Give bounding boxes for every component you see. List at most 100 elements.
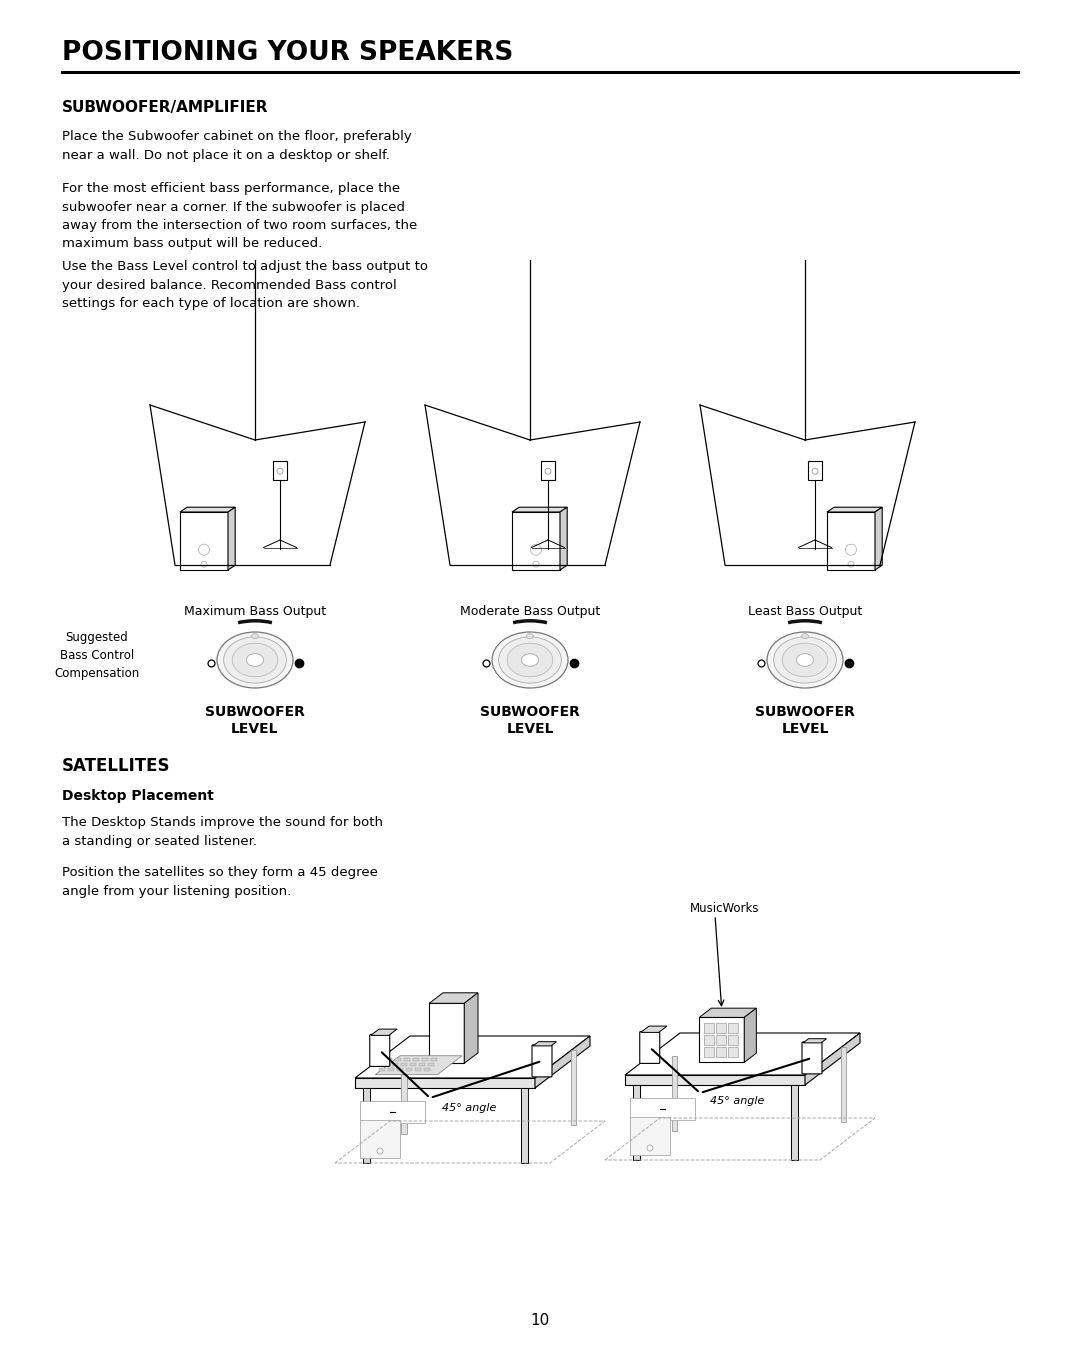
Text: 45° angle: 45° angle xyxy=(710,1096,765,1106)
Bar xyxy=(429,1003,464,1064)
Polygon shape xyxy=(512,508,567,512)
Polygon shape xyxy=(804,1038,826,1044)
Bar xyxy=(409,1062,416,1065)
Bar xyxy=(716,1048,726,1057)
Bar xyxy=(791,1085,798,1160)
Bar xyxy=(424,1068,430,1071)
Text: POSITIONING YOUR SPEAKERS: POSITIONING YOUR SPEAKERS xyxy=(62,40,513,66)
Text: MusicWorks: MusicWorks xyxy=(690,902,759,915)
Bar xyxy=(541,460,555,481)
Ellipse shape xyxy=(217,632,293,688)
Bar xyxy=(413,1057,419,1061)
Bar xyxy=(422,1057,428,1061)
Polygon shape xyxy=(699,1008,756,1018)
Text: Least Bass Output: Least Bass Output xyxy=(747,605,862,618)
Text: Position the satellites so they form a 45 degree
angle from your listening posit: Position the satellites so they form a 4… xyxy=(62,865,378,898)
Bar xyxy=(521,1088,528,1162)
Text: SUBWOOFER/AMPLIFIER: SUBWOOFER/AMPLIFIER xyxy=(62,100,269,115)
Text: SUBWOOFER
LEVEL: SUBWOOFER LEVEL xyxy=(755,705,855,736)
Bar xyxy=(180,512,228,570)
Polygon shape xyxy=(375,1056,462,1075)
Polygon shape xyxy=(464,992,478,1064)
FancyBboxPatch shape xyxy=(369,1034,390,1066)
Polygon shape xyxy=(180,508,235,512)
Bar xyxy=(570,1050,576,1125)
Polygon shape xyxy=(429,992,478,1003)
Bar xyxy=(716,1035,726,1045)
Bar xyxy=(415,1068,421,1071)
Bar xyxy=(428,1062,433,1065)
Bar xyxy=(728,1048,739,1057)
Polygon shape xyxy=(805,1033,860,1085)
Ellipse shape xyxy=(232,643,278,676)
Ellipse shape xyxy=(522,653,539,667)
Bar xyxy=(382,1062,389,1065)
Text: 10: 10 xyxy=(530,1314,550,1328)
Ellipse shape xyxy=(508,643,553,676)
Bar xyxy=(699,1018,744,1062)
Bar xyxy=(379,1068,386,1071)
Ellipse shape xyxy=(527,633,534,639)
Polygon shape xyxy=(534,1042,556,1046)
FancyBboxPatch shape xyxy=(532,1045,552,1077)
Polygon shape xyxy=(625,1075,805,1085)
Bar xyxy=(633,1085,640,1160)
Polygon shape xyxy=(355,1079,535,1088)
Bar xyxy=(392,1062,397,1065)
Text: SUBWOOFER
LEVEL: SUBWOOFER LEVEL xyxy=(481,705,580,736)
Text: Moderate Bass Output: Moderate Bass Output xyxy=(460,605,600,618)
Bar xyxy=(406,1068,413,1071)
Text: Use the Bass Level control to adjust the bass output to
your desired balance. Re: Use the Bass Level control to adjust the… xyxy=(62,261,428,310)
Text: The Desktop Stands improve the sound for both
a standing or seated listener.: The Desktop Stands improve the sound for… xyxy=(62,815,383,848)
Bar xyxy=(395,1057,401,1061)
Ellipse shape xyxy=(246,653,264,667)
Polygon shape xyxy=(355,1035,590,1079)
FancyBboxPatch shape xyxy=(802,1042,822,1073)
Text: Place the Subwoofer cabinet on the floor, preferably
near a wall. Do not place i: Place the Subwoofer cabinet on the floor… xyxy=(62,130,411,162)
Polygon shape xyxy=(370,1029,397,1035)
Bar xyxy=(728,1035,739,1045)
Bar xyxy=(388,1068,394,1071)
Bar xyxy=(704,1048,714,1057)
Bar xyxy=(397,1068,403,1071)
Ellipse shape xyxy=(782,643,827,676)
Polygon shape xyxy=(827,508,882,512)
Ellipse shape xyxy=(492,632,568,688)
Bar xyxy=(360,1102,426,1123)
Bar xyxy=(672,1056,677,1130)
Bar xyxy=(401,1062,406,1065)
Ellipse shape xyxy=(801,633,809,639)
Text: SUBWOOFER
LEVEL: SUBWOOFER LEVEL xyxy=(205,705,305,736)
Bar xyxy=(404,1057,409,1061)
Polygon shape xyxy=(640,1026,667,1033)
Polygon shape xyxy=(561,508,567,570)
Ellipse shape xyxy=(773,637,836,683)
Text: For the most efficient bass performance, place the
subwoofer near a corner. If t: For the most efficient bass performance,… xyxy=(62,182,417,251)
Bar xyxy=(273,460,287,481)
Polygon shape xyxy=(228,508,235,570)
Bar xyxy=(360,1120,400,1158)
Polygon shape xyxy=(875,508,882,570)
Ellipse shape xyxy=(499,637,562,683)
Bar xyxy=(716,1023,726,1033)
Bar xyxy=(630,1098,696,1120)
Text: Desktop Placement: Desktop Placement xyxy=(62,788,214,803)
Bar xyxy=(728,1023,739,1033)
Bar xyxy=(704,1023,714,1033)
Ellipse shape xyxy=(252,633,258,639)
Ellipse shape xyxy=(767,632,843,688)
Bar xyxy=(419,1062,424,1065)
Bar xyxy=(386,1057,392,1061)
FancyBboxPatch shape xyxy=(639,1031,660,1064)
Bar xyxy=(512,512,561,570)
Bar xyxy=(704,1035,714,1045)
Polygon shape xyxy=(744,1008,756,1062)
Bar xyxy=(808,460,822,481)
Bar xyxy=(827,512,875,570)
Bar xyxy=(840,1048,846,1122)
Bar xyxy=(630,1116,670,1156)
Ellipse shape xyxy=(796,653,813,667)
Text: Suggested
Bass Control
Compensation: Suggested Bass Control Compensation xyxy=(54,630,139,679)
Bar xyxy=(363,1088,370,1162)
Ellipse shape xyxy=(224,637,286,683)
